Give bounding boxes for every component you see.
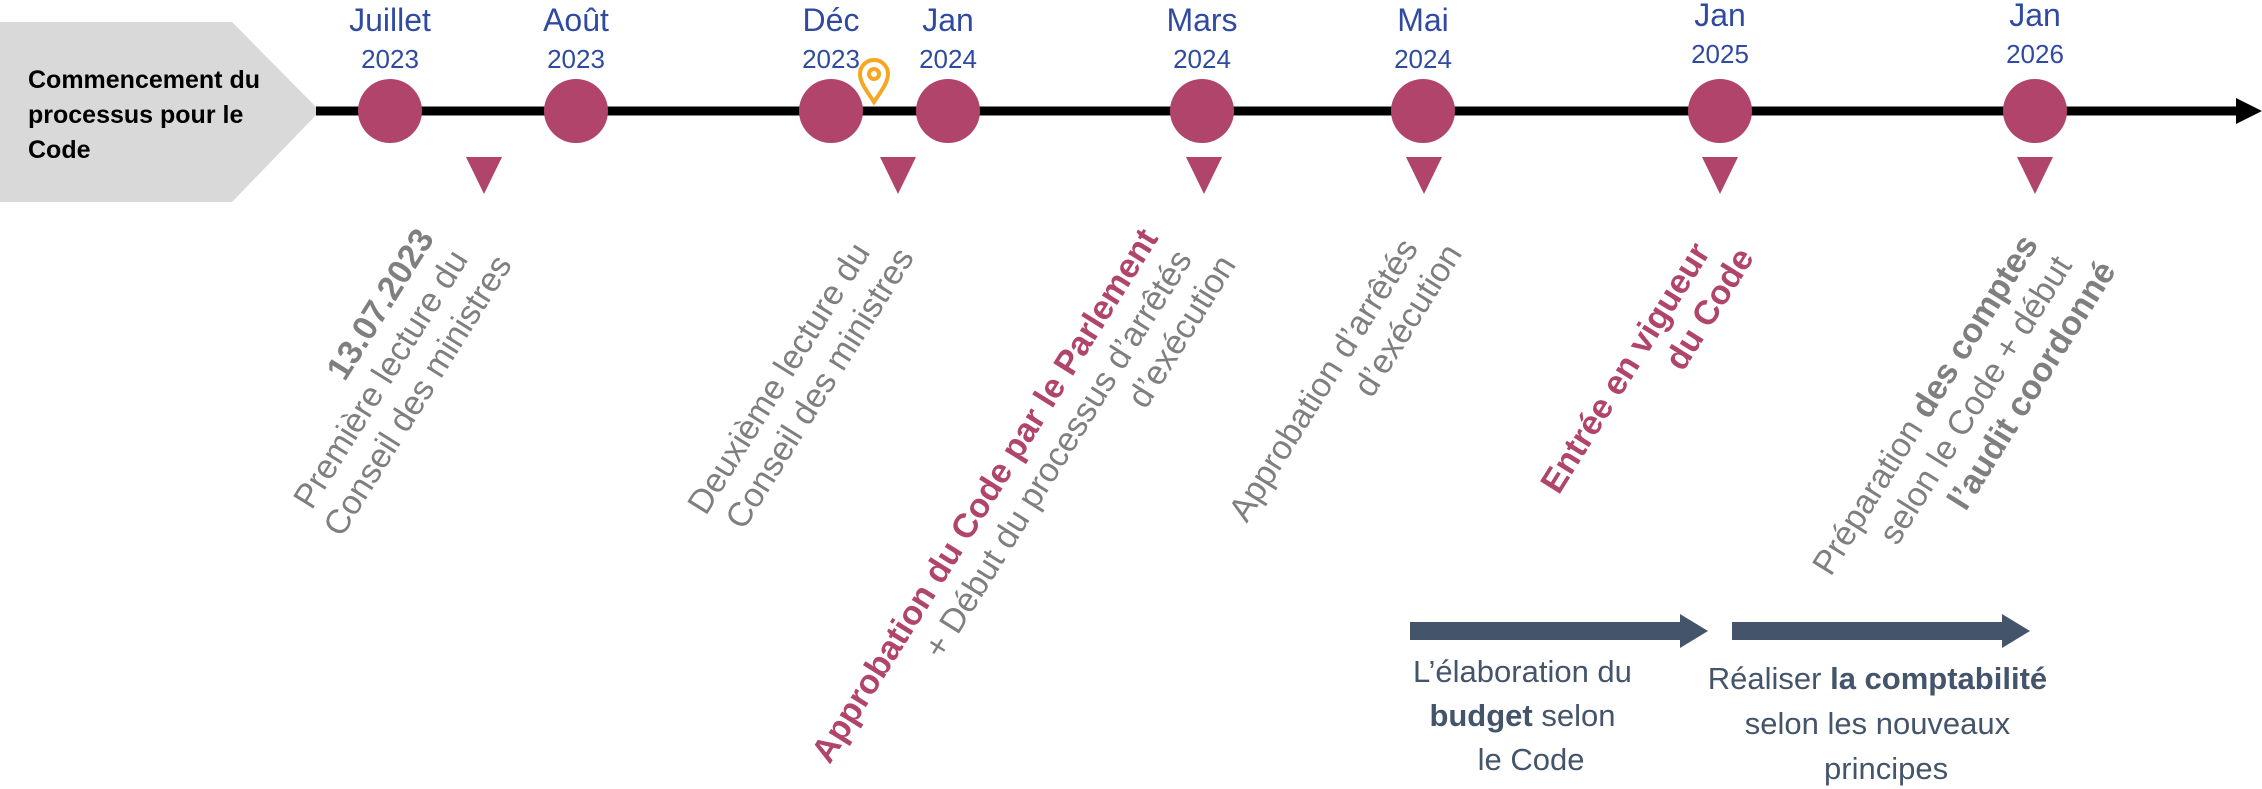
event-marker — [1406, 157, 1442, 194]
event-text: Entrée en vigueur du Code — [1533, 196, 1776, 521]
milestone-dot — [916, 79, 980, 143]
phase-line: le Code — [1478, 742, 1585, 777]
phase-line: principes — [1824, 751, 1948, 786]
milestone-month: Juillet — [349, 2, 431, 38]
event-marker — [1702, 157, 1738, 194]
milestone-year: 2024 — [1394, 44, 1452, 74]
milestones: Juillet 2023 Août 2023 Déc 2023 Jan 2024 Mars 202… — [349, 0, 2067, 143]
event-text: Deuxième lecture du Conseil des ministre… — [680, 196, 936, 542]
milestone-month: Jan — [2009, 0, 2061, 33]
event-text: Approbation d’arrêtés d’exécution — [1221, 192, 1484, 549]
phase-arrows — [1410, 614, 2030, 648]
start-line: Commencement du — [28, 66, 260, 94]
milestone-month: Jan — [1694, 0, 1746, 33]
milestone-dot — [358, 79, 422, 143]
milestone-dot — [799, 79, 863, 143]
phase-arrow — [1732, 614, 2030, 648]
phase-line: selon les nouveaux — [1745, 706, 2011, 741]
milestone-month: Août — [543, 2, 609, 38]
event-marker — [466, 157, 502, 194]
event-marker — [1186, 157, 1222, 194]
phase-line-bold: la comptabilité — [1830, 661, 2047, 696]
event-line: + Début du processus d’arrêtés — [917, 243, 1200, 665]
event-text: Préparation des comptes selon le Code + … — [1805, 188, 2138, 624]
phase-line: selon — [1533, 698, 1616, 733]
milestone-dot — [544, 79, 608, 143]
event-marker — [880, 157, 916, 194]
milestone-dot — [2003, 79, 2067, 143]
milestone-year: 2023 — [547, 44, 605, 74]
milestone-month: Déc — [803, 2, 860, 38]
milestone-year: 2024 — [919, 44, 977, 74]
start-line: Code — [28, 136, 91, 164]
phase-line-bold: budget — [1429, 698, 1532, 733]
milestone-dot — [1688, 79, 1752, 143]
milestone-dot — [1391, 79, 1455, 143]
milestone-year: 2023 — [802, 44, 860, 74]
start-label: Commencement du processus pour le Code — [28, 66, 295, 164]
milestone-year: 2023 — [361, 44, 419, 74]
milestone-month: Mai — [1397, 2, 1449, 38]
axis-arrowhead — [2236, 98, 2262, 124]
milestone-year: 2024 — [1173, 44, 1231, 74]
start-line: processus pour le — [28, 101, 243, 129]
event-marker — [2017, 157, 2053, 194]
phase-arrow — [1410, 614, 1708, 648]
location-pin — [857, 58, 891, 106]
start-box — [0, 22, 320, 202]
phase-text: Réaliser la comptabilité selon les nouve… — [1708, 661, 2047, 786]
phase-line: L’élaboration du — [1413, 654, 1632, 689]
phase-text: L’élaboration du budget selon le Code — [1413, 654, 1632, 777]
event-line: Approbation d’arrêtés — [1221, 232, 1425, 528]
event-markers — [466, 157, 2053, 194]
milestone-year: 2025 — [1691, 39, 1749, 69]
milestone-dot — [1170, 79, 1234, 143]
event-text: 13.07.2023 Première lecture du Conseil d… — [248, 182, 534, 543]
milestone-year: 2026 — [2006, 39, 2064, 69]
milestone-month: Jan — [922, 2, 974, 38]
milestone-month: Mars — [1166, 2, 1237, 38]
phase-line: Réaliser — [1708, 661, 1830, 696]
